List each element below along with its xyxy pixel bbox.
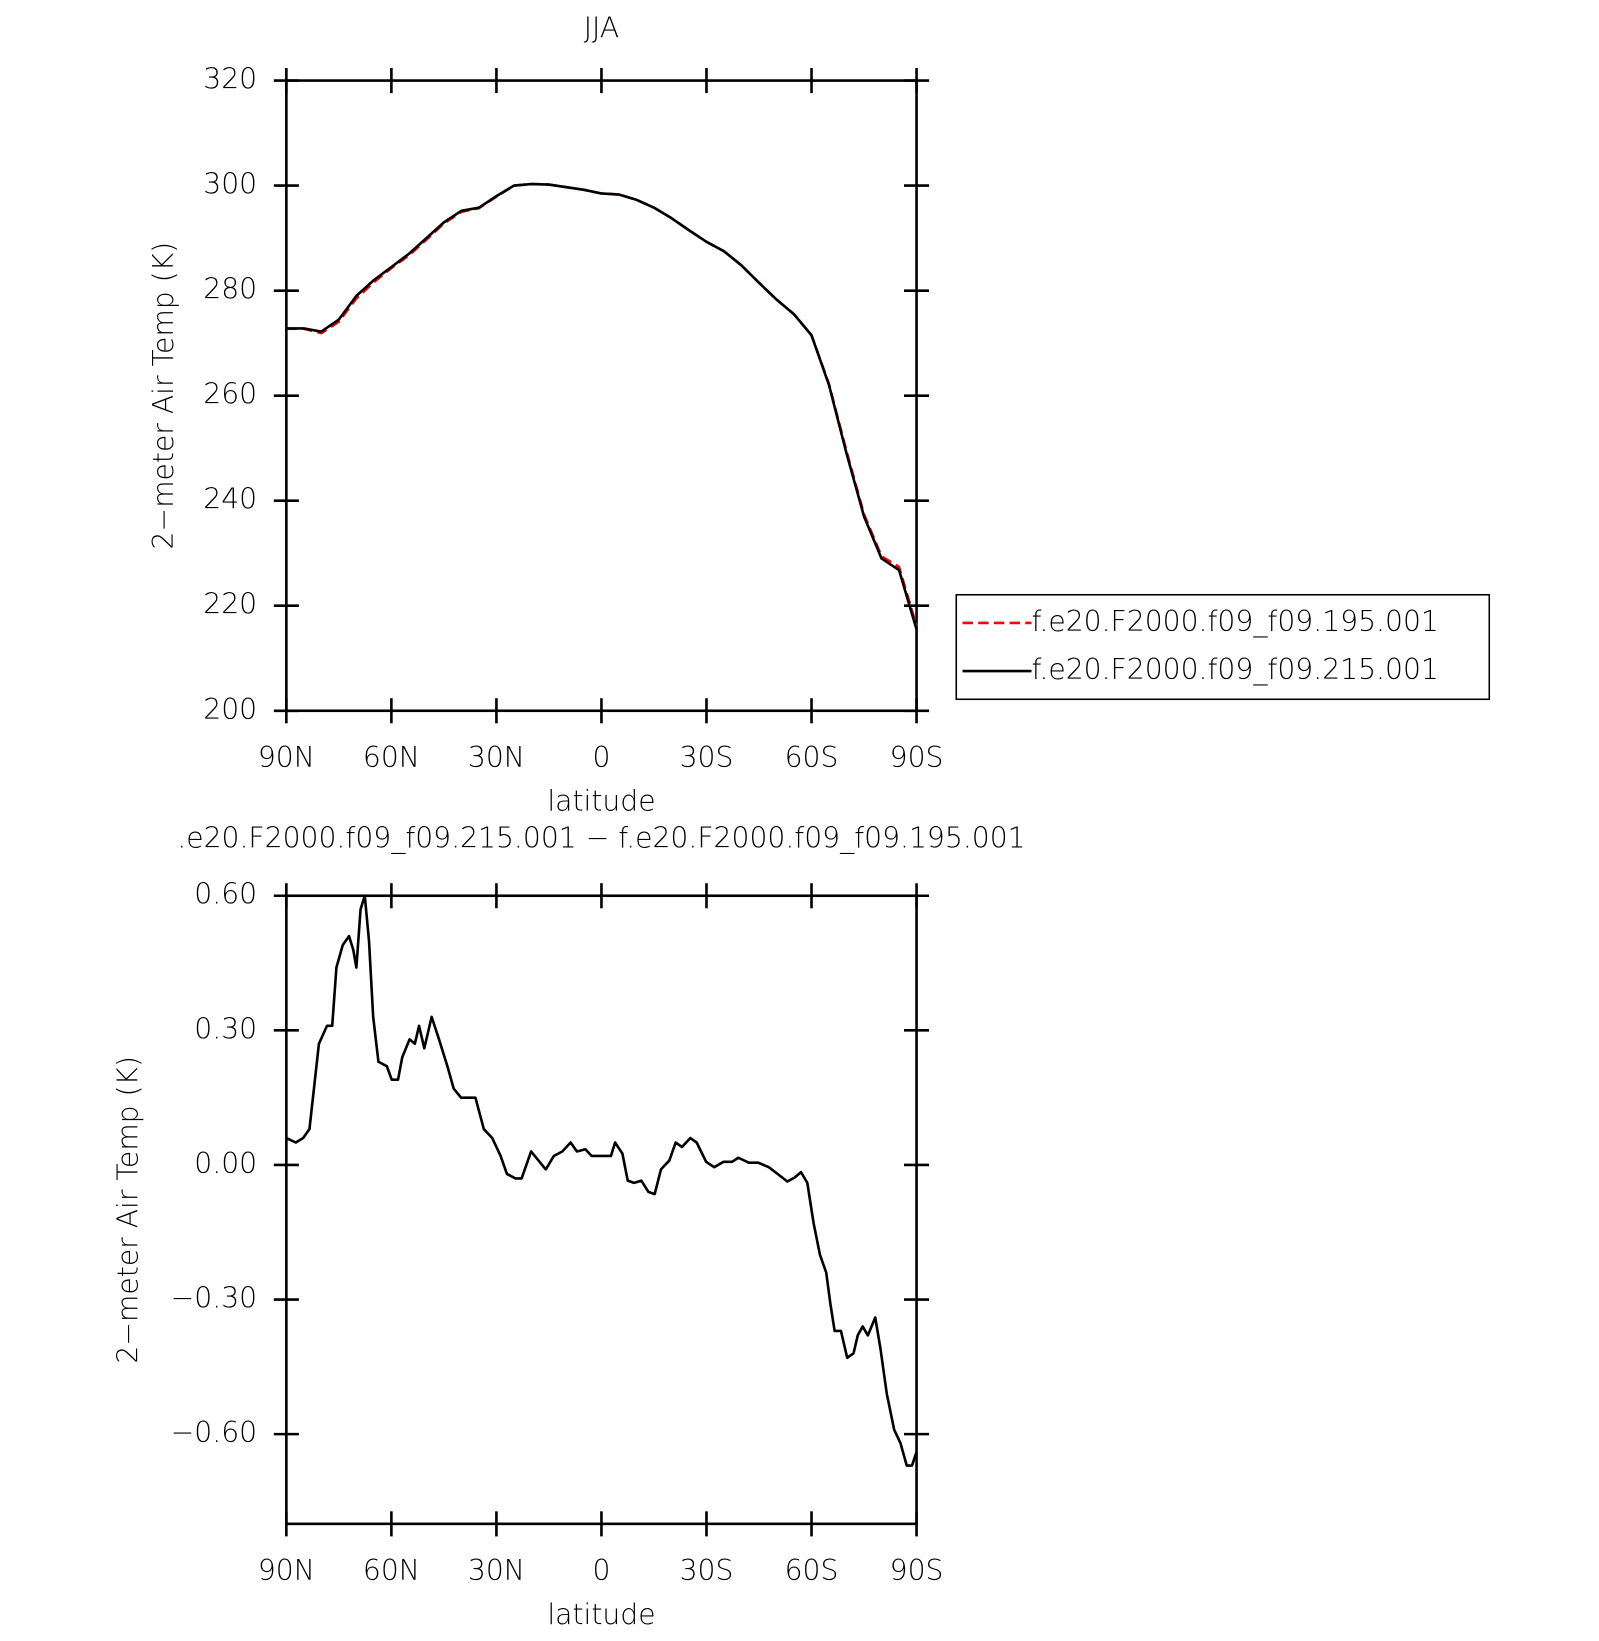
- y-axis-label: 2−meter Air Temp (K): [147, 242, 180, 550]
- y-tick-label: 220: [203, 588, 257, 621]
- y-tick-label: 0.30: [194, 1012, 257, 1045]
- x-tick-label: 90S: [890, 1554, 944, 1587]
- x-tick-label: 90N: [258, 741, 315, 774]
- y-tick-label: 0.00: [194, 1147, 257, 1180]
- y-tick-label: 260: [203, 378, 257, 411]
- x-axis-label: latitude: [547, 785, 655, 818]
- y-axis-label: 2−meter Air Temp (K): [112, 1056, 145, 1364]
- chart-title: .e20.F2000.f09_f09.215.001 − f.e20.F2000…: [177, 821, 1025, 855]
- x-tick-label: 30N: [468, 741, 525, 774]
- y-tick-label: 280: [203, 273, 257, 306]
- x-tick-label: 60S: [785, 1554, 839, 1587]
- y-tick-label: 240: [203, 483, 257, 516]
- chart-title: JJA: [584, 11, 619, 44]
- x-tick-label: 30S: [680, 741, 734, 774]
- x-tick-label: 0: [592, 1554, 610, 1587]
- x-axis-label: latitude: [547, 1598, 655, 1631]
- legend-label: f.e20.F2000.f09_f09.215.001: [1032, 653, 1439, 687]
- data-line: [286, 182, 918, 630]
- data-line: [285, 894, 918, 1467]
- y-tick-label: 0.60: [194, 878, 257, 911]
- x-tick-label: 30S: [680, 1554, 734, 1587]
- x-tick-label: 90S: [890, 741, 944, 774]
- x-tick-label: 30N: [468, 1554, 525, 1587]
- x-tick-label: 60S: [785, 741, 839, 774]
- x-tick-label: 60N: [363, 741, 420, 774]
- legend-label: f.e20.F2000.f09_f09.195.001: [1032, 605, 1439, 639]
- y-tick-label: 320: [203, 63, 257, 96]
- x-tick-label: 90N: [258, 1554, 315, 1587]
- y-tick-label: 200: [203, 693, 257, 726]
- y-tick-label: −0.60: [171, 1416, 257, 1449]
- plot-frame: [285, 79, 918, 713]
- x-tick-label: 0: [592, 741, 610, 774]
- x-tick-label: 60N: [363, 1554, 420, 1587]
- y-tick-label: 300: [203, 168, 257, 201]
- legend-box: [955, 593, 1491, 701]
- data-line: [286, 182, 918, 627]
- y-tick-label: −0.30: [171, 1282, 257, 1315]
- plot-frame: [285, 894, 918, 1526]
